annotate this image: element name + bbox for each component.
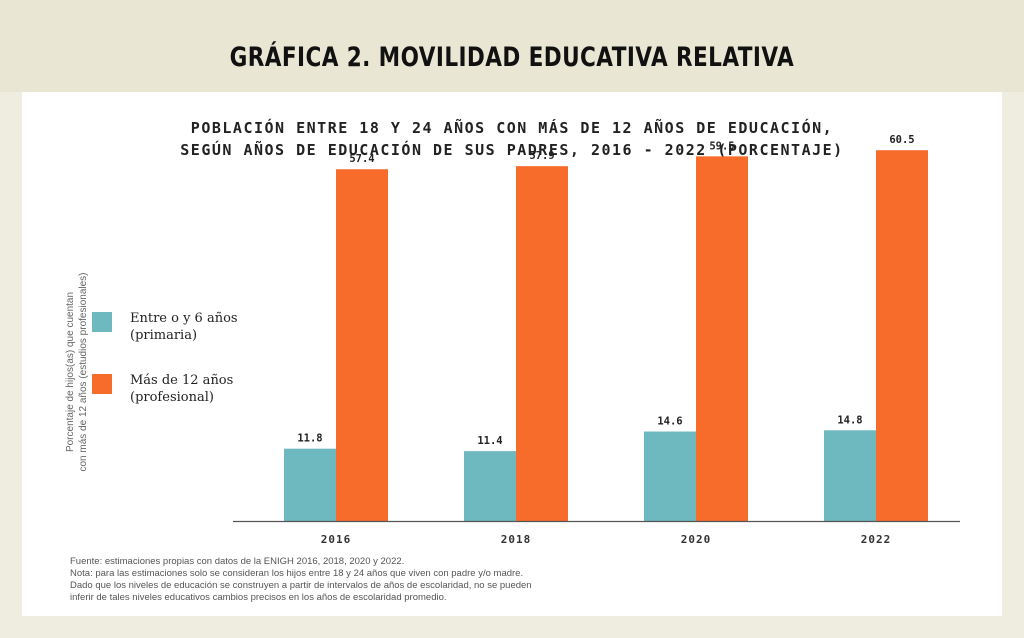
legend-swatch-profesional: [92, 374, 112, 394]
legend-label-primaria: Entre o y 6 años (primaria): [130, 310, 260, 344]
legend-label-primaria-line-2: (primaria): [130, 328, 198, 343]
footnote-line-1: Fuente: estimaciones propias con datos d…: [70, 556, 405, 567]
x-tick-label-2020: 2020: [681, 533, 712, 546]
footnote: Fuente: estimaciones propias con datos d…: [70, 556, 532, 604]
bar-2020-series-1: [644, 431, 696, 521]
title-bar: GRÁFICA 2. MOVILIDAD EDUCATIVA RELATIVA: [22, 22, 1002, 92]
data-label-2018-series-1: 11.4: [477, 435, 502, 447]
bar-chart: 11.8 57.4 2016 11.4 57.9 2018 14.6 59.5 2020 14.8…: [233, 134, 960, 546]
subtitle-line-1: POBLACIÓN ENTRE 18 Y 24 AÑOS CON MÁS DE …: [190, 119, 834, 137]
chart-subtitle: POBLACIÓN ENTRE 18 Y 24 AÑOS CON MÁS DE …: [22, 117, 1002, 161]
bar-2016-series-2: [336, 169, 388, 521]
footnote-line-4: inferir de tales niveles educativos camb…: [70, 592, 447, 603]
legend-label-primaria-line-1: Entre o y 6 años: [130, 311, 238, 326]
legend-item-profesional: Más de 12 años (profesional): [92, 372, 260, 406]
legend-item-primaria: Entre o y 6 años (primaria): [92, 310, 260, 344]
data-label-2018-series-2: 57.9: [529, 150, 554, 162]
legend-label-profesional: Más de 12 años (profesional): [130, 372, 260, 406]
bar-2020-series-2: [696, 156, 748, 521]
legend-label-profesional-line-1: Más de 12 años: [130, 373, 234, 388]
data-label-2016-series-1: 11.8: [297, 433, 322, 445]
bar-2018-series-1: [464, 451, 516, 521]
data-label-2022-series-1: 14.8: [837, 414, 862, 426]
chart-title: GRÁFICA 2. MOVILIDAD EDUCATIVA RELATIVA: [229, 41, 795, 73]
footnote-line-2: Nota: para las estimaciones solo se cons…: [70, 568, 524, 579]
bar-2018-series-2: [516, 166, 568, 522]
subtitle-line-2: SEGÚN AÑOS DE EDUCACIÓN DE SUS PADRES, 2…: [180, 141, 844, 159]
data-label-2022-series-2: 60.5: [889, 134, 914, 146]
bar-2016-series-1: [284, 448, 336, 521]
x-tick-label-2022: 2022: [861, 533, 892, 546]
data-label-2020-series-1: 14.6: [657, 416, 682, 428]
legend: Entre o y 6 años (primaria) Más de 12 añ…: [92, 310, 260, 434]
bar-2022-series-1: [824, 430, 876, 521]
chart-card: GRÁFICA 2. MOVILIDAD EDUCATIVA RELATIVA …: [22, 22, 1002, 616]
data-label-2016-series-2: 57.4: [349, 153, 374, 165]
legend-swatch-primaria: [92, 312, 112, 332]
legend-label-profesional-line-2: (profesional): [130, 390, 214, 405]
x-tick-label-2016: 2016: [321, 533, 352, 546]
bar-2022-series-2: [876, 150, 928, 521]
x-tick-label-2018: 2018: [501, 533, 532, 546]
data-label-2020-series-2: 59.5: [709, 140, 734, 152]
footnote-line-3: Dado que los niveles de educación se con…: [70, 580, 532, 591]
